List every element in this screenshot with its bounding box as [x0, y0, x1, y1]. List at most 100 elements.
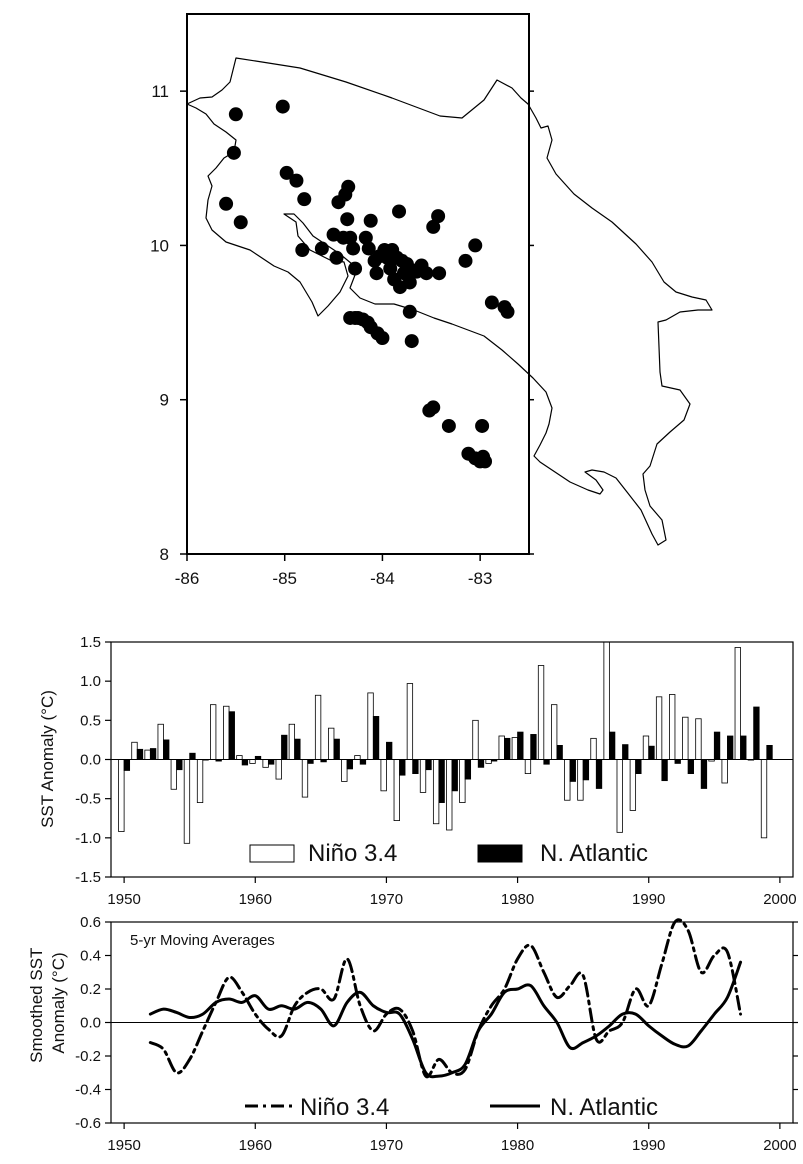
station-point-19 [348, 261, 363, 276]
bar-nino-1953 [157, 723, 164, 760]
line-y-tick-label: 0.6 [80, 914, 101, 931]
bar-atlantic-1987 [608, 731, 616, 760]
map-x-tick-label: -83 [468, 569, 493, 588]
bar-nino-1976 [459, 759, 466, 803]
bar-x-tick-label: 2000 [763, 891, 796, 908]
bar-nino-1993 [682, 716, 689, 760]
bar-x-tick-label: 1990 [632, 891, 665, 908]
bar-atlantic-1968 [359, 759, 367, 765]
line-y-tick-label: -0.6 [75, 1115, 101, 1132]
bar-nino-1969 [367, 692, 374, 760]
station-point-42 [404, 334, 419, 349]
line-y-tick-label: 0.4 [80, 948, 101, 965]
bar-nino-1954 [170, 759, 177, 790]
bar-nino-1979 [498, 735, 505, 760]
map-frame [186, 13, 530, 555]
bar-atlantic-1976 [464, 759, 472, 780]
bar-nino-1965 [314, 694, 322, 760]
bar-nino-1958 [223, 705, 230, 760]
bar-panel: 1950 1960 1970 1980 1990 2000 -1.5 -1.0 -0.5 0.0 0… [38, 634, 797, 908]
station-point-0 [228, 107, 243, 122]
bar-nino-1962 [275, 759, 282, 780]
station-point-21 [361, 241, 376, 256]
bar-y-tick-label: 1.0 [80, 673, 101, 690]
line-legend: Niño 3.4 N. Atlantic [245, 1094, 658, 1121]
bar-x-tick-label: 1950 [107, 891, 140, 908]
bar-atlantic-1951 [136, 748, 144, 760]
station-point-3 [219, 196, 234, 211]
map-x-tick-label: -85 [272, 569, 297, 588]
costa-rica-coastline [186, 57, 713, 546]
map-y-tick-label: 10 [150, 236, 169, 255]
bar-nino-1987 [603, 641, 610, 760]
station-point-22 [363, 213, 378, 228]
bar-nino-1951 [131, 741, 138, 760]
bar-legend-label-atlantic: N. Atlantic [540, 840, 648, 867]
station-point-51 [500, 304, 515, 319]
bar-nino-1982 [537, 665, 545, 760]
bar-atlantic-1973 [425, 759, 432, 771]
line-y-tick-label: 0.2 [80, 981, 101, 998]
station-point-16 [340, 212, 355, 227]
bar-nino-1972 [406, 683, 414, 760]
bar-y-tick-label: 0.0 [80, 752, 101, 769]
bar-nino-1977 [472, 719, 479, 760]
map-y-tick-label: 8 [160, 545, 169, 564]
station-point-6 [279, 165, 294, 180]
bar-nino-1984 [564, 759, 571, 801]
bar-atlantic-1958 [228, 711, 235, 760]
bar-y-tick-label: -1.5 [75, 869, 101, 886]
line-y-axis-label: Smoothed SST Anomaly (°C) [27, 943, 68, 1063]
bar-nino-1970 [380, 759, 387, 792]
bar-nino-1955 [183, 759, 191, 844]
station-point-68 [475, 418, 490, 433]
bar-x-tick-label: 1980 [501, 891, 534, 908]
line-y-tick-label: -0.4 [75, 1082, 101, 1099]
bar-nino-1997 [734, 647, 741, 760]
bar-nino-1975 [446, 759, 453, 831]
station-point-41 [402, 304, 417, 319]
bar-x-tick-label: 1970 [370, 891, 403, 908]
line-x-tick-label: 1970 [370, 1137, 403, 1154]
station-point-43 [392, 204, 407, 219]
bar-atlantic-1954 [176, 759, 183, 771]
bar-y-tick-label: -0.5 [75, 791, 101, 808]
line-nino-series [148, 918, 743, 1079]
bar-atlantic-1985 [582, 759, 590, 781]
line-y-tick-label: -0.2 [75, 1048, 101, 1065]
station-point-62 [441, 418, 456, 433]
bar-nino-1950 [118, 759, 125, 832]
bar-series [118, 641, 773, 844]
bar-atlantic-1959 [241, 759, 249, 766]
line-x-tick-label: 1980 [501, 1137, 534, 1154]
bar-atlantic-1990 [648, 745, 655, 760]
bar-atlantic-1972 [412, 759, 419, 775]
line-panel: 1950 1960 1970 1980 1990 2000 -0.6 -0.4 -0.2 0.0 0… [27, 914, 798, 1154]
bar-atlantic-1986 [595, 759, 603, 789]
station-point-59 [375, 331, 390, 345]
station-point-45 [431, 209, 446, 224]
bar-nino-1996 [721, 759, 728, 784]
line-atlantic-series [148, 960, 743, 1079]
station-point-14 [341, 179, 356, 194]
line-x-tick-label: 1950 [107, 1137, 140, 1154]
bar-nino-1956 [196, 759, 204, 803]
line-series [148, 918, 743, 1079]
bar-nino-1986 [590, 737, 597, 760]
bar-nino-1967 [341, 759, 348, 782]
bar-atlantic-1999 [766, 745, 773, 760]
bar-atlantic-1964 [307, 759, 314, 764]
bar-atlantic-1996 [727, 735, 734, 760]
station-point-36 [402, 275, 417, 290]
bar-atlantic-1962 [281, 734, 288, 760]
bar-atlantic-1995 [713, 731, 721, 760]
bar-legend-swatch-nino [249, 844, 295, 863]
station-point-7 [297, 192, 312, 207]
bar-nino-1968 [354, 755, 361, 760]
bar-atlantic-1997 [740, 735, 747, 760]
map-panel: -86 -85 -84 -83 8 9 10 11 [150, 13, 713, 588]
bar-nino-1966 [328, 727, 335, 760]
map-x-tick-label: -86 [175, 569, 200, 588]
station-point-2 [226, 145, 241, 160]
